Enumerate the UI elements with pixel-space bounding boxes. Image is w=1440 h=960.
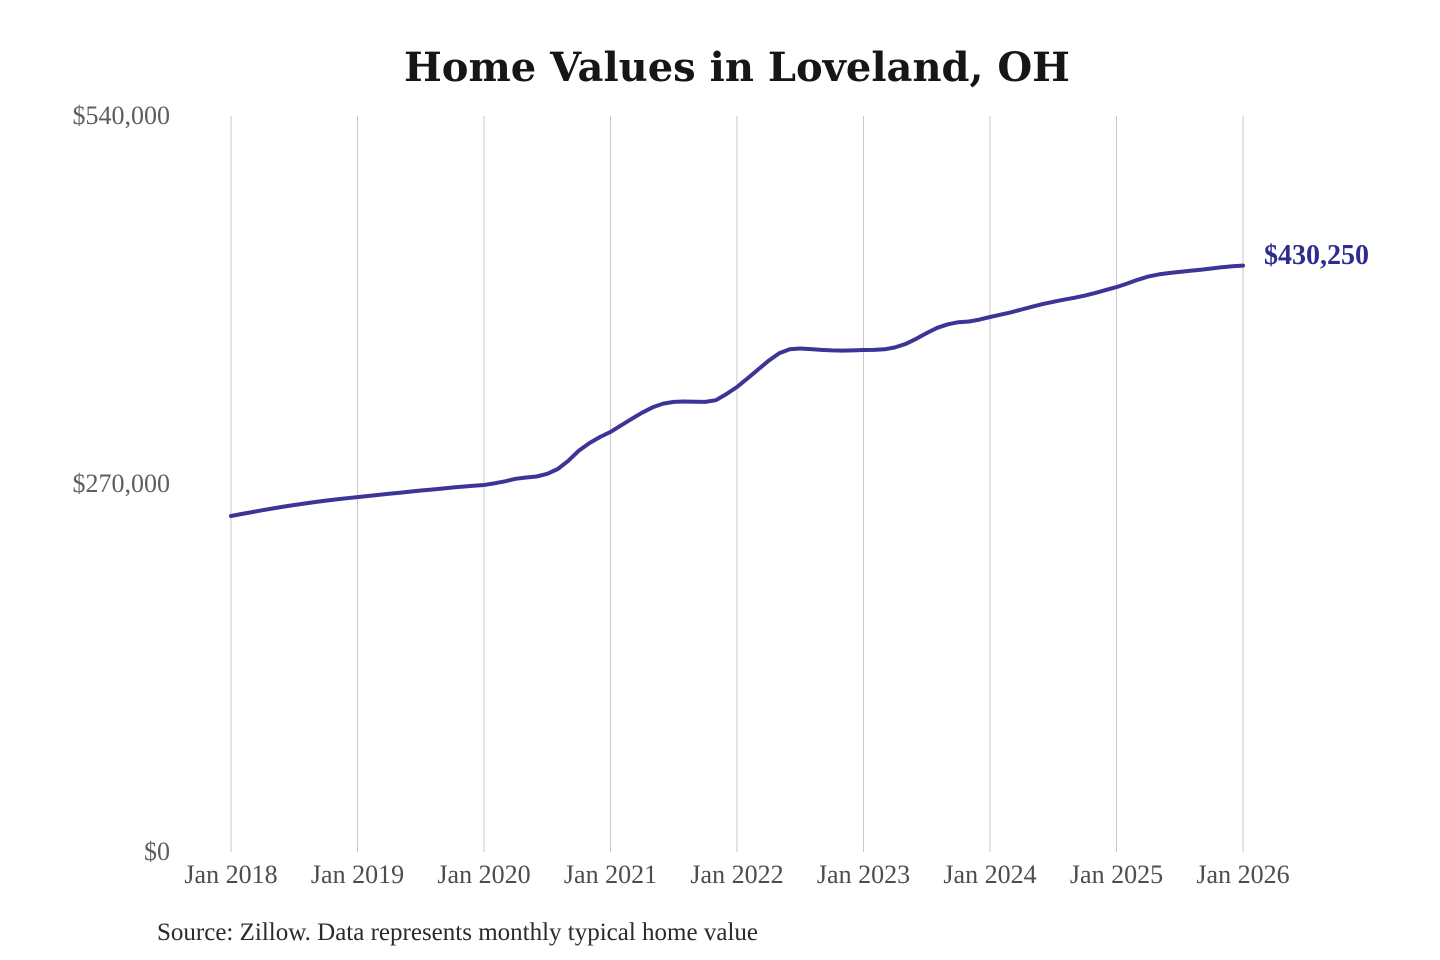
x-tick-label: Jan 2024: [943, 860, 1037, 889]
latest-value-annotation: $430,250: [1264, 240, 1369, 271]
x-tick-label: Jan 2023: [816, 860, 911, 889]
x-tick-label: Jan 2020: [437, 860, 531, 889]
x-tick-label: Jan 2022: [690, 860, 784, 889]
y-tick-label: $270,000: [72, 469, 171, 498]
x-tick-label: Jan 2021: [563, 860, 658, 889]
gridlines: [230, 116, 1244, 852]
x-tick-label: Jan 2026: [1196, 860, 1290, 889]
x-tick-label: Jan 2018: [184, 860, 278, 889]
y-tick-label: $540,000: [72, 101, 171, 130]
source-note: Source: Zillow. Data represents monthly …: [157, 919, 758, 946]
home-value-line: [229, 263, 1245, 518]
chart-title: Home Values in Loveland, OH: [404, 44, 1070, 91]
y-tick-label: $0: [144, 837, 170, 866]
x-tick-label: Jan 2025: [1069, 860, 1164, 889]
x-tick-label: Jan 2019: [310, 860, 405, 889]
